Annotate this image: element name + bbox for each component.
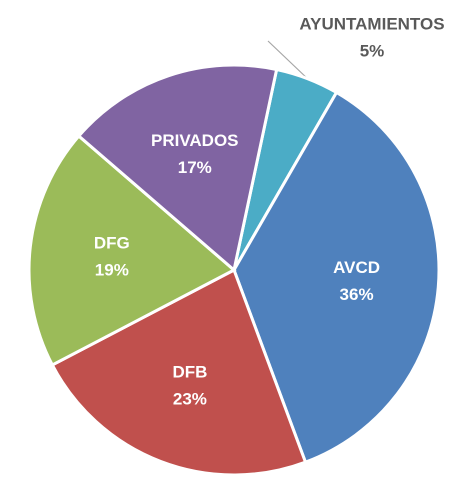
slice-label: DFB xyxy=(172,362,207,381)
slice-label: AVCD xyxy=(333,258,380,277)
leader-line xyxy=(267,40,311,82)
slice-value: 5% xyxy=(360,41,385,60)
slice-value: 36% xyxy=(340,285,374,304)
slice-value: 23% xyxy=(173,389,207,408)
pie-slice xyxy=(27,133,237,368)
slice-label: PRIVADOS xyxy=(151,131,239,150)
slice-label: DFG xyxy=(94,233,130,252)
pie-slice xyxy=(76,63,279,273)
slice-value: 17% xyxy=(178,158,212,177)
slice-label: AYUNTAMIENTOS xyxy=(299,14,444,33)
pie-slice xyxy=(232,90,441,465)
slice-value: 19% xyxy=(95,260,129,279)
pie-slice xyxy=(50,267,308,477)
